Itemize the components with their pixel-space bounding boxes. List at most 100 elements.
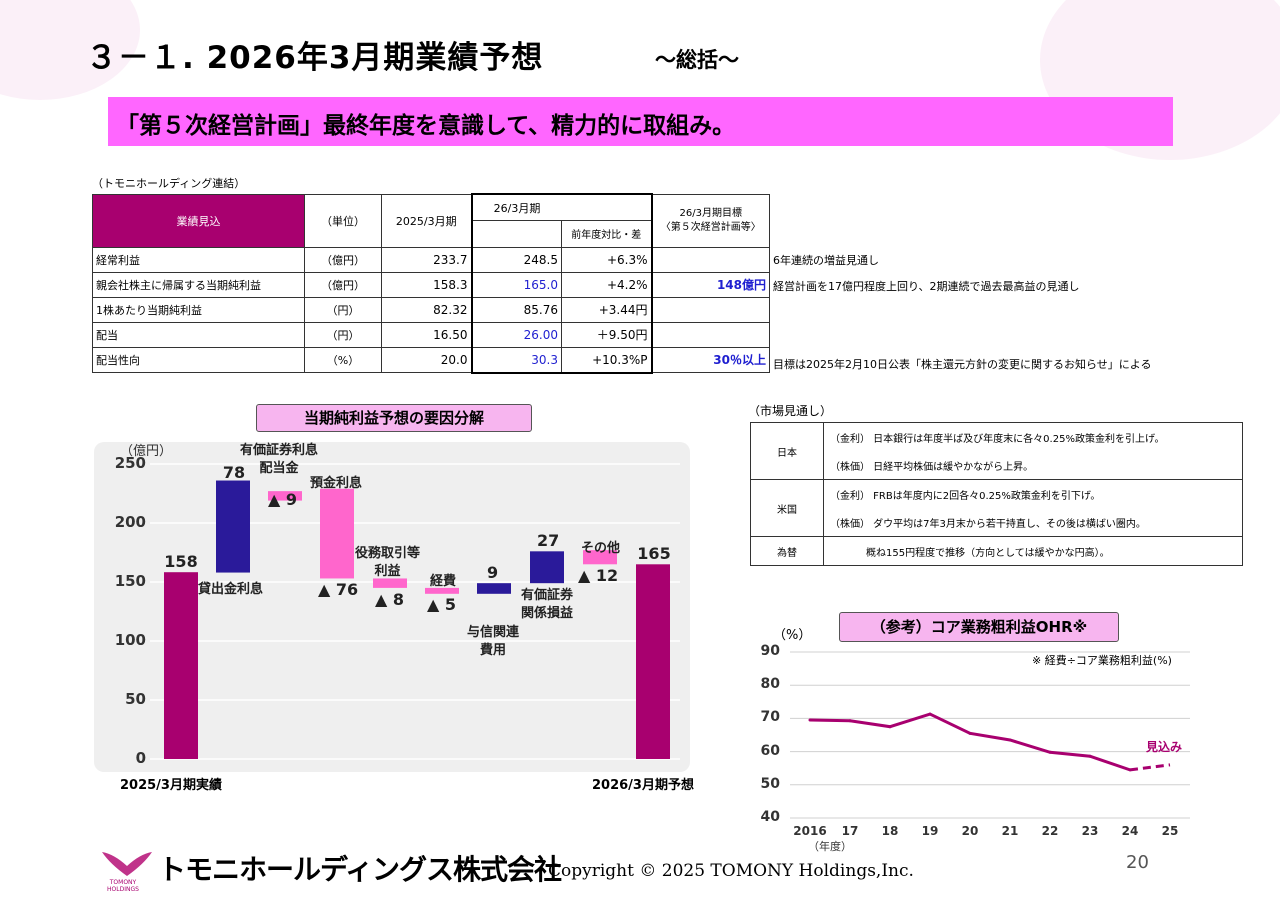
bar-credit-cost <box>477 583 511 594</box>
row-item: 親会社株主に帰属する当期純利益 <box>92 271 305 298</box>
ohr-y-tick: 70 <box>760 709 780 726</box>
ohr-title: （参考）コア業務粗利益OHR※ <box>839 612 1119 642</box>
row-prev: 82.32 <box>381 296 472 323</box>
bar-end <box>636 564 670 759</box>
row-unit: （億円） <box>304 271 382 298</box>
sec-gain-value: 27 <box>537 531 560 550</box>
ohr-point <box>928 712 932 716</box>
market-table: 日本 （金利） 日本銀行は年度半ば及び年度末に各々0.25%政策金利を引上げ。 （株… <box>750 422 1243 566</box>
row-cur: 30.3 <box>470 346 562 374</box>
row-diff: +4.2% <box>561 271 653 298</box>
credit-label: 与信関連 費用 <box>467 625 520 658</box>
header-item: 業績見込 <box>92 193 305 248</box>
start-value: 158 <box>164 552 198 571</box>
bar-fees <box>373 578 407 588</box>
x-end-label: 2026/3月期予想 <box>592 778 694 793</box>
y-tick-label: 50 <box>125 690 146 708</box>
bar-expenses <box>425 587 459 594</box>
y-tick-label: 150 <box>114 572 146 590</box>
page-subtitle: ～総括～ <box>655 48 739 72</box>
row-cur: 26.00 <box>470 321 562 348</box>
row-note: 経営計画を17億円程度上回り、2期連続で過去最高益の見通し <box>773 280 1080 293</box>
logo-icon <box>102 852 152 876</box>
market-item: （株価） ダウ平均は7年3月末から若干持直し、その後は横ばい圏内。 <box>823 508 1243 537</box>
copyright: Copyright © 2025 TOMONY Holdings,Inc. <box>548 861 914 881</box>
ohr-ylabel: （%） <box>773 628 812 643</box>
ohr-point <box>1008 738 1012 742</box>
logo-subtext: TOMONY HOLDINGS <box>107 879 139 893</box>
sec-interest-value: ▲ 9 <box>268 490 298 509</box>
bar-securities-interest <box>268 491 302 501</box>
header-cur: 26/3月期 <box>470 193 562 222</box>
ohr-forecast-line <box>1129 763 1171 772</box>
deposit-label: 預金利息 <box>310 476 363 491</box>
y-tick-label: 100 <box>114 631 146 649</box>
y-tick-label: 250 <box>114 454 146 472</box>
market-item: （株価） 日経平均株価は緩やかながら上昇。 <box>823 451 1243 480</box>
ohr-point <box>848 719 852 723</box>
row-prev: 20.0 <box>381 346 472 373</box>
ohr-x-tick: 20 <box>961 824 979 838</box>
header-unit: （単位） <box>304 193 382 248</box>
row-item: 配当性向 <box>92 346 305 373</box>
expense-label: 経費 <box>430 574 457 589</box>
row-diff: +3.44円 <box>561 296 653 323</box>
end-value: 165 <box>637 544 671 563</box>
row-item: 経常利益 <box>92 246 305 273</box>
fee-value: ▲ 8 <box>375 590 405 609</box>
market-item: （金利） FRBは年度内に2回各々0.25%政策金利を引下げ。 <box>823 479 1243 508</box>
row-target <box>651 246 770 273</box>
ohr-y-tick: 80 <box>760 676 780 693</box>
ohr-y-tick: 50 <box>760 775 780 792</box>
row-cur: 165.0 <box>470 271 562 298</box>
table-row: 親会社株主に帰属する当期純利益 （億円） 158.3 165.0 +4.2% 148億円 <box>92 271 770 298</box>
company-logo-text: トモニホールディングス株式会社 <box>158 853 562 886</box>
bar-loan-interest <box>216 480 250 573</box>
waterfall-title: 当期純利益予想の要因分解 <box>256 404 532 432</box>
ohr-x-tick: 17 <box>841 824 859 838</box>
ohr-x-tick: 24 <box>1121 824 1139 838</box>
ohr-x-tick: 21 <box>1001 824 1019 838</box>
market-region: 為替 <box>750 536 824 566</box>
ohr-x-tick: 2016 <box>793 824 827 838</box>
ohr-point <box>888 725 892 729</box>
row-cur: 248.5 <box>470 246 562 273</box>
row-diff: ＋9.50円 <box>561 321 653 348</box>
ohr-y-tick: 60 <box>760 742 780 759</box>
fee-label: 役務取引等 利益 <box>355 546 421 579</box>
table-row: 配当性向 （%） 20.0 30.3 +10.3%P 30％以上 <box>92 346 770 374</box>
header-target: 26/3月期目標 〈第５次経営計画等〉 <box>651 193 770 248</box>
forecast-label: 見込み <box>1146 740 1183 754</box>
bar-securities-gain <box>530 551 564 584</box>
ohr-xlabel: （年度） <box>808 840 852 853</box>
ohr-point <box>1088 754 1092 758</box>
market-title: （市場見通し） <box>748 404 833 418</box>
x-start-label: 2025/3月期実績 <box>120 778 222 793</box>
other-label: その他 <box>581 541 621 556</box>
market-row: 日本 （金利） 日本銀行は年度半ば及び年度末に各々0.25%政策金利を引上げ。 <box>750 422 1243 480</box>
ohr-actual-line <box>809 712 1131 772</box>
bar-deposit-interest <box>320 488 354 579</box>
ohr-point <box>1048 750 1052 754</box>
table-row: 配当 （円） 16.50 26.00 ＋9.50円 <box>92 321 770 348</box>
row-unit: （%） <box>304 346 382 373</box>
ohr-x-tick: 23 <box>1081 824 1099 838</box>
y-tick-label: 0 <box>135 749 146 767</box>
market-region: 日本 <box>750 422 824 480</box>
row-target <box>651 321 770 348</box>
table-row: 経常利益 （億円） 233.7 248.5 +6.3% <box>92 246 770 273</box>
sec-gain-label: 有価証券 関係損益 <box>521 588 574 621</box>
row-target <box>651 296 770 323</box>
banner-text: 「第５次経営計画」最終年度を意識して、精力的に取組み。 <box>116 113 736 139</box>
loan-value: 78 <box>222 463 246 482</box>
header-diff: 前年度対比・差 <box>561 220 653 248</box>
row-target: 30％以上 <box>651 346 770 373</box>
headline-banner: 「第５次経営計画」最終年度を意識して、精力的に取組み。 <box>108 97 1173 146</box>
expense-value: ▲ 5 <box>427 595 457 614</box>
loan-label: 貸出金利息 <box>198 582 264 597</box>
page-number: 20 <box>1126 852 1149 873</box>
ohr-x-tick: 22 <box>1041 824 1059 838</box>
y-tick-label: 200 <box>114 513 146 531</box>
page-title: ３－１. 2026年3月期業績予想 <box>86 40 544 76</box>
